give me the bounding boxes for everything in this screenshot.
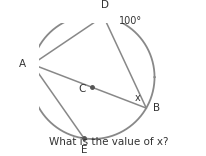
Text: D: D — [101, 0, 109, 10]
Text: What is the value of x?: What is the value of x? — [49, 137, 168, 147]
Text: C: C — [78, 84, 86, 94]
Text: B: B — [153, 103, 160, 113]
Text: x: x — [134, 93, 140, 103]
Text: A: A — [19, 59, 26, 69]
Text: E: E — [81, 145, 87, 155]
Text: 100°: 100° — [119, 16, 142, 26]
